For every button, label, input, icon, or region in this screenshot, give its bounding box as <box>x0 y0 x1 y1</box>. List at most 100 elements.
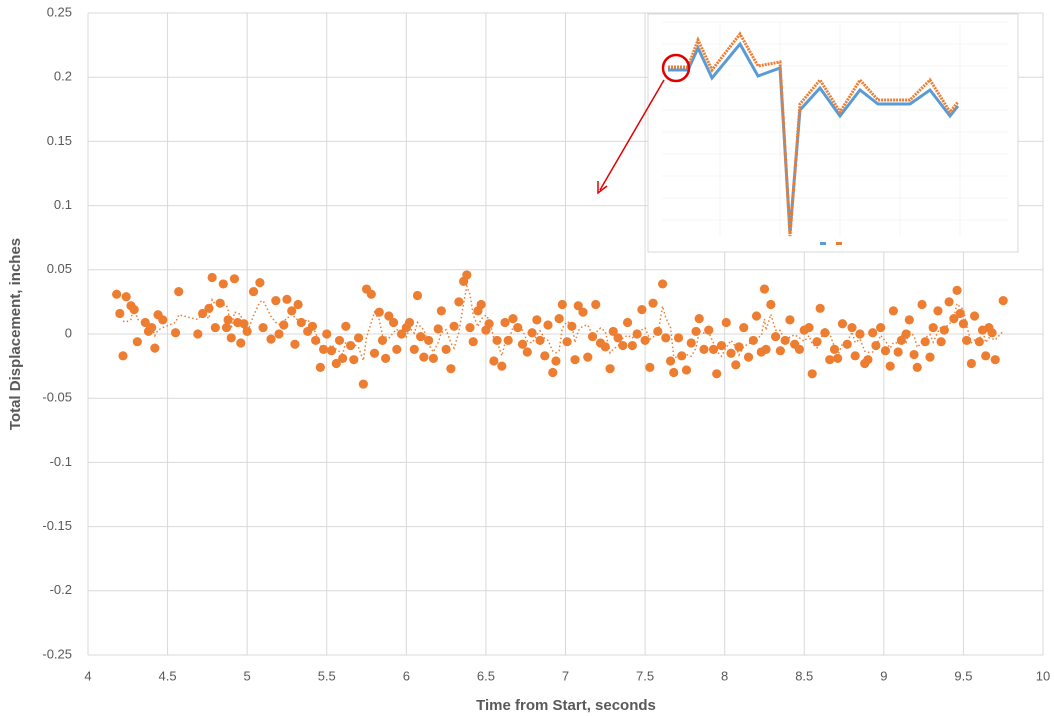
point <box>591 299 601 310</box>
point <box>825 355 835 365</box>
point <box>785 315 795 325</box>
point <box>677 351 687 361</box>
point <box>508 313 518 324</box>
point <box>939 325 949 335</box>
point <box>287 306 297 316</box>
point <box>896 335 906 346</box>
point <box>389 317 399 328</box>
point <box>885 361 895 371</box>
point <box>716 340 727 351</box>
point <box>158 315 168 325</box>
x-tick-label: 9 <box>880 668 887 683</box>
point <box>657 279 668 289</box>
point <box>618 340 628 351</box>
inset-frame <box>647 13 1019 253</box>
point <box>904 315 914 325</box>
point <box>780 335 790 346</box>
point <box>503 335 513 346</box>
point <box>416 331 426 342</box>
arrow <box>599 79 665 191</box>
point <box>150 343 160 353</box>
point <box>570 355 580 365</box>
point <box>587 331 598 342</box>
point <box>468 337 478 347</box>
point <box>513 322 523 333</box>
point <box>476 299 486 310</box>
x-axis-title: Time from Start, seconds <box>476 697 656 714</box>
point <box>279 320 289 330</box>
point <box>775 346 785 356</box>
point <box>218 279 228 289</box>
point <box>562 337 572 347</box>
point <box>699 344 709 355</box>
x-tick-label: 5 <box>244 668 251 683</box>
point <box>721 317 731 328</box>
point <box>366 289 376 299</box>
point <box>731 360 741 370</box>
point <box>955 308 965 319</box>
point <box>653 326 663 337</box>
y-tick-label: 0.05 <box>47 261 72 276</box>
point <box>748 335 758 346</box>
point <box>578 307 588 317</box>
point <box>694 313 704 324</box>
inset-line <box>668 41 960 233</box>
point <box>497 361 507 371</box>
point <box>489 356 499 366</box>
point <box>944 297 954 307</box>
point <box>170 328 181 338</box>
x-tick-label: 6 <box>403 668 410 683</box>
point <box>377 335 388 346</box>
point <box>341 321 351 331</box>
point <box>215 298 225 308</box>
point <box>374 307 384 317</box>
point <box>850 351 860 361</box>
point <box>532 315 542 325</box>
point <box>686 338 696 348</box>
point <box>627 340 637 351</box>
point <box>548 367 558 378</box>
point <box>829 344 840 355</box>
point <box>794 344 805 355</box>
point <box>917 299 927 310</box>
point <box>369 348 380 358</box>
point <box>583 352 593 362</box>
point <box>322 329 332 339</box>
point <box>293 299 303 310</box>
inset-legend <box>820 242 826 245</box>
point <box>428 353 438 363</box>
inset-chart <box>597 13 1019 253</box>
y-tick-label: 0.2 <box>54 69 72 84</box>
point <box>880 346 891 356</box>
point <box>517 339 528 349</box>
point <box>290 339 300 349</box>
point <box>242 326 252 337</box>
y-axis-title: Total Displacement, inches <box>7 238 24 430</box>
point <box>567 321 577 331</box>
point <box>909 349 919 360</box>
x-tick-label: 4 <box>84 668 91 683</box>
point <box>412 290 423 301</box>
point <box>669 367 679 378</box>
point <box>888 306 898 316</box>
point <box>239 319 249 329</box>
x-tick-label: 9.5 <box>954 668 972 683</box>
point <box>221 322 232 333</box>
arrow-head <box>597 181 608 195</box>
x-tick-label: 4.5 <box>159 668 177 683</box>
point <box>726 348 736 358</box>
x-tick-label: 10 <box>1036 668 1050 683</box>
point <box>449 321 459 331</box>
point <box>282 294 292 304</box>
point <box>535 335 545 346</box>
point <box>346 340 356 351</box>
point <box>315 362 325 372</box>
y-tick-label: -0.05 <box>42 390 72 405</box>
point <box>557 299 567 310</box>
point <box>833 353 843 363</box>
point <box>318 344 329 355</box>
point <box>966 358 976 369</box>
point <box>600 342 610 352</box>
point <box>404 317 415 328</box>
point <box>522 347 532 357</box>
